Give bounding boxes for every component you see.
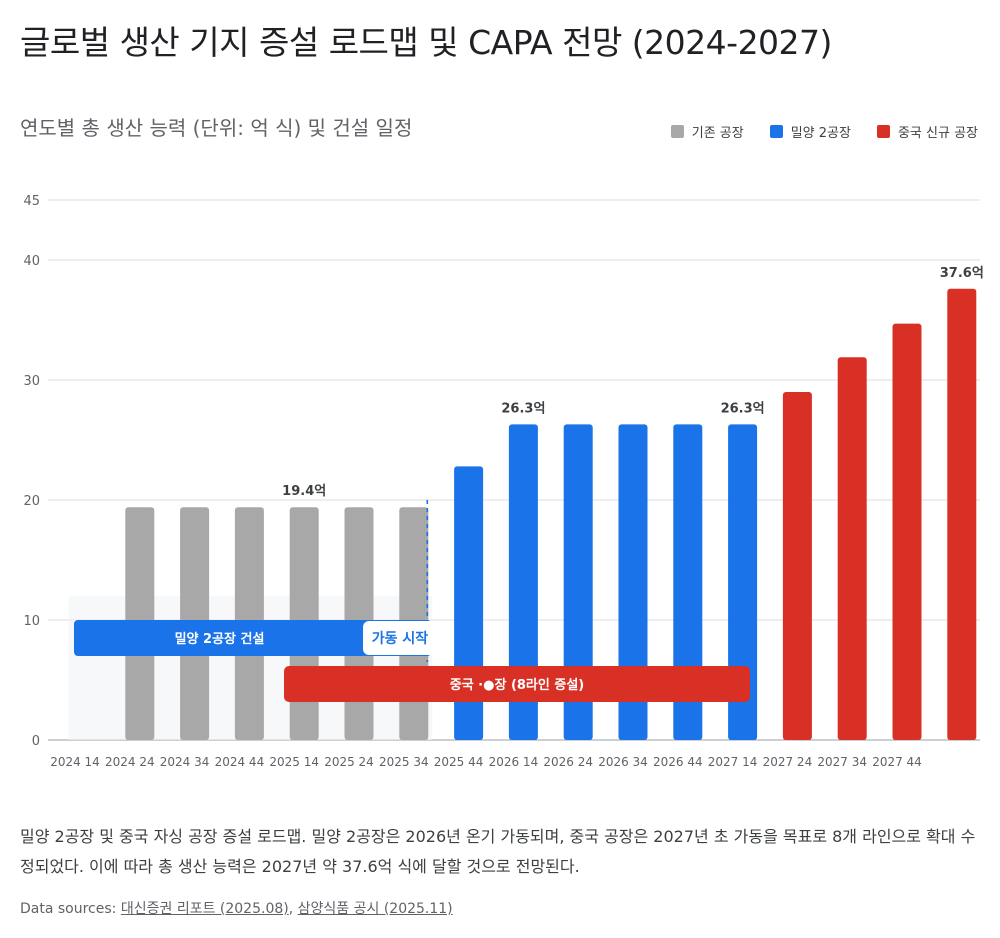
- legend: 기존 공장 밀양 2공장 중국 신규 공장: [670, 122, 978, 141]
- bar-miryang: [618, 424, 648, 740]
- source-link-samyang[interactable]: 삼양식품 공시 (2025.11): [297, 901, 453, 917]
- x-tick-label: 2024 24: [105, 755, 155, 769]
- x-tick-label: 2027 24: [763, 755, 813, 769]
- source-link-daishin[interactable]: 대신증권 리포트 (2025.08): [120, 901, 289, 917]
- chart-title: 글로벌 생산 기지 증설 로드맵 및 CAPA 전망 (2024-2027): [20, 23, 832, 62]
- timeline-label-china: 중국 ·●장 (8라인 증설): [450, 677, 585, 693]
- x-tick-label: 2025 44: [434, 755, 484, 769]
- y-tick-label: 30: [23, 374, 40, 389]
- chart-caption: 밀양 2공장 및 중국 자싱 공장 증설 로드맵. 밀양 2공장은 2026년 …: [20, 827, 976, 876]
- legend-label-existing: 기존 공장: [691, 126, 744, 141]
- data-label: 26.3억: [501, 401, 545, 416]
- data-label: 26.3억: [721, 401, 765, 416]
- bar-miryang: [508, 424, 538, 740]
- y-tick-label: 0: [32, 734, 40, 749]
- bar-miryang: [728, 424, 758, 740]
- y-tick-label: 45: [23, 194, 40, 209]
- data-label: 19.4억: [282, 484, 326, 499]
- data-label: 37.6억: [940, 266, 984, 281]
- legend-item-china: 중국 신규 공장: [876, 122, 978, 141]
- legend-label-miryang: 밀양 2공장: [790, 126, 851, 141]
- y-tick-label: 20: [23, 494, 40, 509]
- sources-prefix: Data sources:: [20, 901, 121, 917]
- bar-miryang: [563, 424, 593, 740]
- legend-swatch-existing: [670, 125, 684, 138]
- timeline-bar-china: [284, 666, 750, 702]
- bar-miryang: [673, 424, 703, 740]
- y-tick-label: 40: [23, 254, 40, 269]
- data-sources: Data sources: 대신증권 리포트 (2025.08), 삼양식품 공…: [20, 898, 453, 918]
- x-tick-label: 2025 14: [269, 755, 319, 769]
- bar-china: [892, 323, 922, 740]
- timeline-label-miryang: 밀양 2공장 건설: [175, 631, 265, 647]
- x-tick-label: 2026 44: [653, 755, 703, 769]
- chart-subtitle: 연도별 총 생산 능력 (단위: 억 식) 및 건설 일정: [20, 116, 413, 140]
- bar-china: [837, 357, 867, 740]
- x-tick-label: 2026 24: [543, 755, 593, 769]
- x-tick-label: 2024 34: [160, 755, 210, 769]
- x-tick-label: 2027 14: [708, 755, 758, 769]
- x-tick-label: 2027 34: [817, 755, 867, 769]
- sources-separator: ,: [288, 901, 298, 917]
- x-tick-label: 2026 14: [489, 755, 539, 769]
- x-tick-label: 2025 24: [324, 755, 374, 769]
- legend-swatch-miryang: [769, 125, 783, 138]
- legend-item-existing: 기존 공장: [670, 122, 744, 141]
- x-tick-label: 2025 34: [379, 755, 429, 769]
- x-tick-label: 2024 14: [50, 755, 100, 769]
- timeline-bar-miryang: [74, 620, 432, 656]
- bar-china: [947, 288, 977, 740]
- legend-label-china: 중국 신규 공장: [897, 126, 978, 141]
- x-tick-label: 2027 44: [872, 755, 922, 769]
- legend-item-miryang: 밀양 2공장: [769, 122, 851, 141]
- y-tick-label: 10: [23, 614, 40, 629]
- legend-swatch-china: [876, 125, 890, 138]
- annotation-pill: [363, 621, 437, 655]
- x-tick-label: 2024 44: [215, 755, 265, 769]
- annotation-operation-start: 가동 시작: [372, 630, 429, 647]
- bar-china: [782, 392, 812, 740]
- x-tick-label: 2026 34: [598, 755, 648, 769]
